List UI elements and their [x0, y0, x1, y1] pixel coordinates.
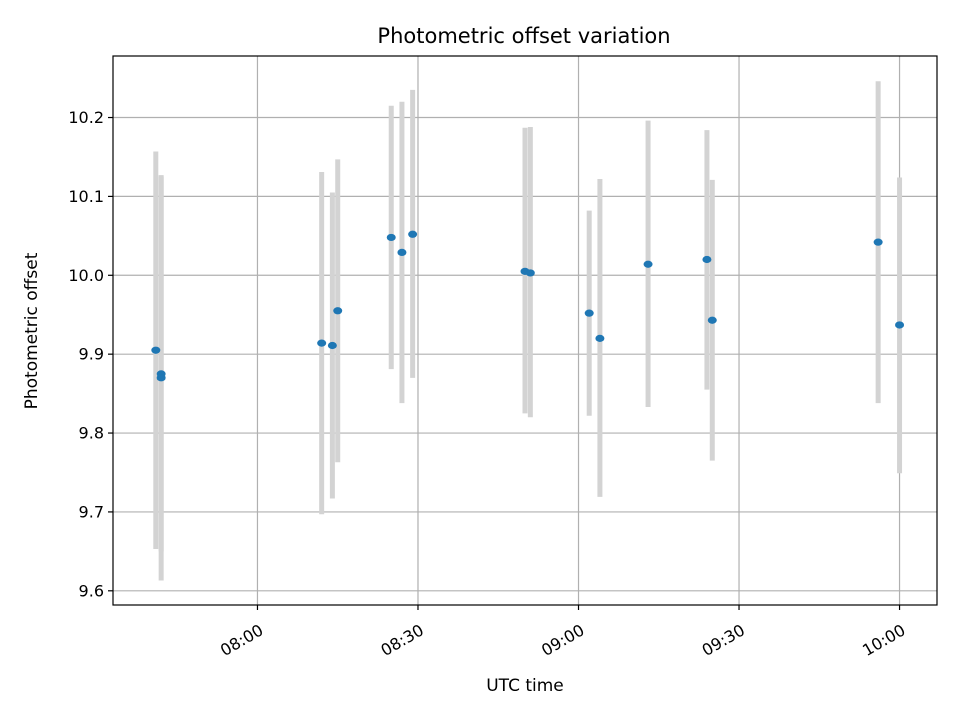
data-point [386, 233, 396, 242]
data-point [702, 255, 712, 264]
data-point [317, 339, 327, 347]
data-point [707, 316, 717, 324]
data-point [584, 309, 594, 317]
x-axis-label: UTC time [486, 676, 564, 696]
chart-title: Photometric offset variation [377, 24, 670, 48]
data-point [333, 307, 343, 315]
y-tick-label: 10.0 [68, 266, 104, 285]
data-point [873, 238, 883, 246]
data-point [643, 260, 653, 268]
data-point [595, 334, 605, 342]
plot-area-frame [112, 55, 938, 606]
data-point [151, 346, 161, 354]
y-axis: 9.6 9.7 9.8 9.9 10.0 10.1 10.2 [68, 108, 113, 600]
data-point [525, 269, 535, 277]
data-points [151, 230, 905, 382]
data-point [327, 341, 337, 350]
y-tick-label: 9.8 [79, 424, 104, 443]
y-tick-label: 10.1 [68, 187, 104, 206]
data-point [156, 374, 166, 382]
y-tick-label: 9.9 [79, 345, 104, 364]
data-point [408, 230, 418, 238]
data-point [895, 321, 905, 329]
y-tick-label: 9.6 [79, 581, 104, 600]
y-tick-label: 9.7 [79, 502, 104, 521]
y-axis-label: Photometric offset [22, 252, 42, 409]
y-tick-label: 10.2 [68, 108, 104, 127]
data-point [397, 248, 407, 257]
